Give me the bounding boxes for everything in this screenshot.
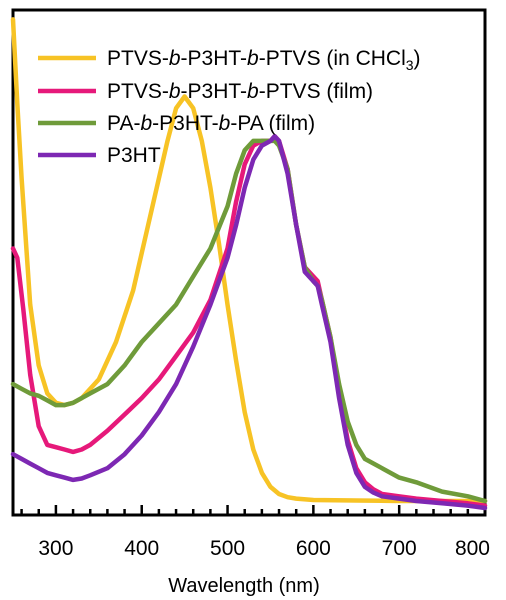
x-tick-label: 500 xyxy=(210,537,245,560)
legend-label: PTVS-b-P3HT-b-PTVS (in CHCl3) xyxy=(107,47,421,73)
x-tick-label: 600 xyxy=(296,537,331,560)
x-axis-ticks xyxy=(20,505,470,515)
series-layer xyxy=(10,17,488,511)
x-tick-label: 400 xyxy=(124,537,159,560)
series-line-1 xyxy=(10,17,488,504)
legend-item-1: PTVS-b-P3HT-b-PTVS (in CHCl3) xyxy=(38,47,421,73)
series-line-3 xyxy=(10,138,488,504)
x-axis-title: Wavelength (nm) xyxy=(168,575,320,597)
legend-item-3: PA-b-P3HT-b-PA (film) xyxy=(38,112,315,135)
legend-item-4: P3HT xyxy=(38,144,161,167)
x-tick-label: 300 xyxy=(38,537,73,560)
legend-label: P3HT xyxy=(107,144,161,167)
legend: PTVS-b-P3HT-b-PTVS (in CHCl3) PTVS-b-P3HT… xyxy=(38,47,421,167)
series-line-4 xyxy=(10,134,488,511)
plot-frame xyxy=(11,8,487,517)
legend-label: PA-b-P3HT-b-PA (film) xyxy=(107,112,315,135)
series-line-2 xyxy=(10,134,488,508)
legend-item-2: PTVS-b-P3HT-b-PTVS (film) xyxy=(38,80,373,103)
x-tick-label: 800 xyxy=(455,537,490,560)
plot-border xyxy=(11,8,487,517)
legend-label: PTVS-b-P3HT-b-PTVS (film) xyxy=(107,80,373,103)
x-axis-tick-labels: 300 400 500 600 700 800 xyxy=(38,537,490,560)
x-tick-label: 700 xyxy=(382,537,417,560)
